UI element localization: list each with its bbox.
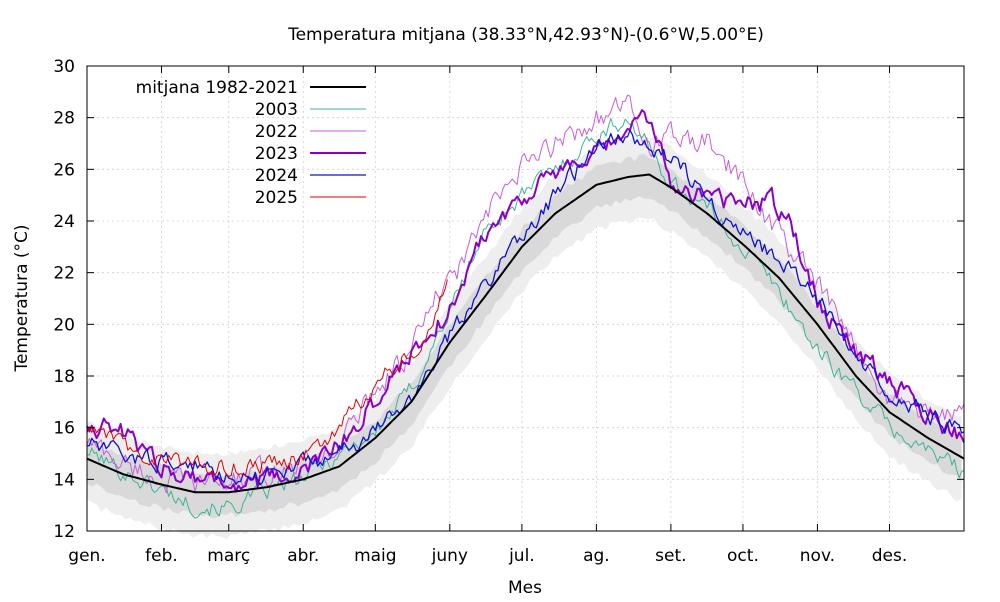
y-tick-label-3: 18 (53, 367, 75, 387)
series-line-2023 (86, 109, 965, 493)
chart-title: Temperatura mitjana (38.33°N,42.93°N)-(0… (287, 25, 764, 45)
x-tick-label-10: nov. (800, 546, 835, 566)
y-tick-label-2: 16 (53, 419, 75, 439)
y-tick-label-6: 24 (53, 212, 75, 232)
y-tick-label-1: 14 (53, 470, 75, 490)
x-tick-label-1: feb. (145, 546, 178, 566)
y-tick-label-8: 28 (53, 109, 75, 129)
x-axis: gen. feb. març abr. maig juny jul. ag. set. oct. n… (68, 66, 907, 566)
legend-label-2: 2022 (255, 122, 298, 142)
x-tick-label-0: gen. (68, 546, 105, 566)
x-tick-label-3: abr. (287, 546, 319, 566)
x-tick-label-11: des. (872, 546, 908, 566)
x-axis-label: Mes (508, 578, 542, 598)
legend-label-1: 2003 (255, 100, 298, 120)
series-line-2022 (86, 94, 965, 494)
legend-label-5: 2025 (255, 188, 298, 208)
series-line-2025 (86, 279, 448, 478)
climatology-mean-line (86, 173, 965, 494)
legend-label-0: mitjana 1982-2021 (136, 78, 298, 98)
x-tick-label-6: jul. (508, 546, 535, 566)
series-line-2003 (86, 117, 965, 519)
y-axis-label: Temperatura (°C) (12, 224, 32, 372)
x-tick-label-2: març (207, 546, 250, 566)
x-tick-label-8: set. (655, 546, 686, 566)
series-lines (86, 94, 965, 519)
y-tick-label-4: 20 (53, 315, 75, 335)
y-tick-label-5: 22 (53, 264, 75, 284)
plot-frame (86, 65, 965, 532)
y-tick-label-0: 12 (53, 522, 75, 542)
x-tick-label-4: maig (354, 546, 397, 566)
x-tick-label-9: oct. (727, 546, 759, 566)
legend-label-4: 2024 (255, 166, 298, 186)
series-line-2024 (86, 129, 965, 486)
legend-label-3: 2023 (255, 144, 298, 164)
x-tick-label-5: juny (431, 546, 468, 566)
y-tick-label-9: 30 (53, 57, 75, 77)
x-tick-label-7: ag. (583, 546, 610, 566)
y-tick-label-7: 26 (53, 160, 75, 180)
